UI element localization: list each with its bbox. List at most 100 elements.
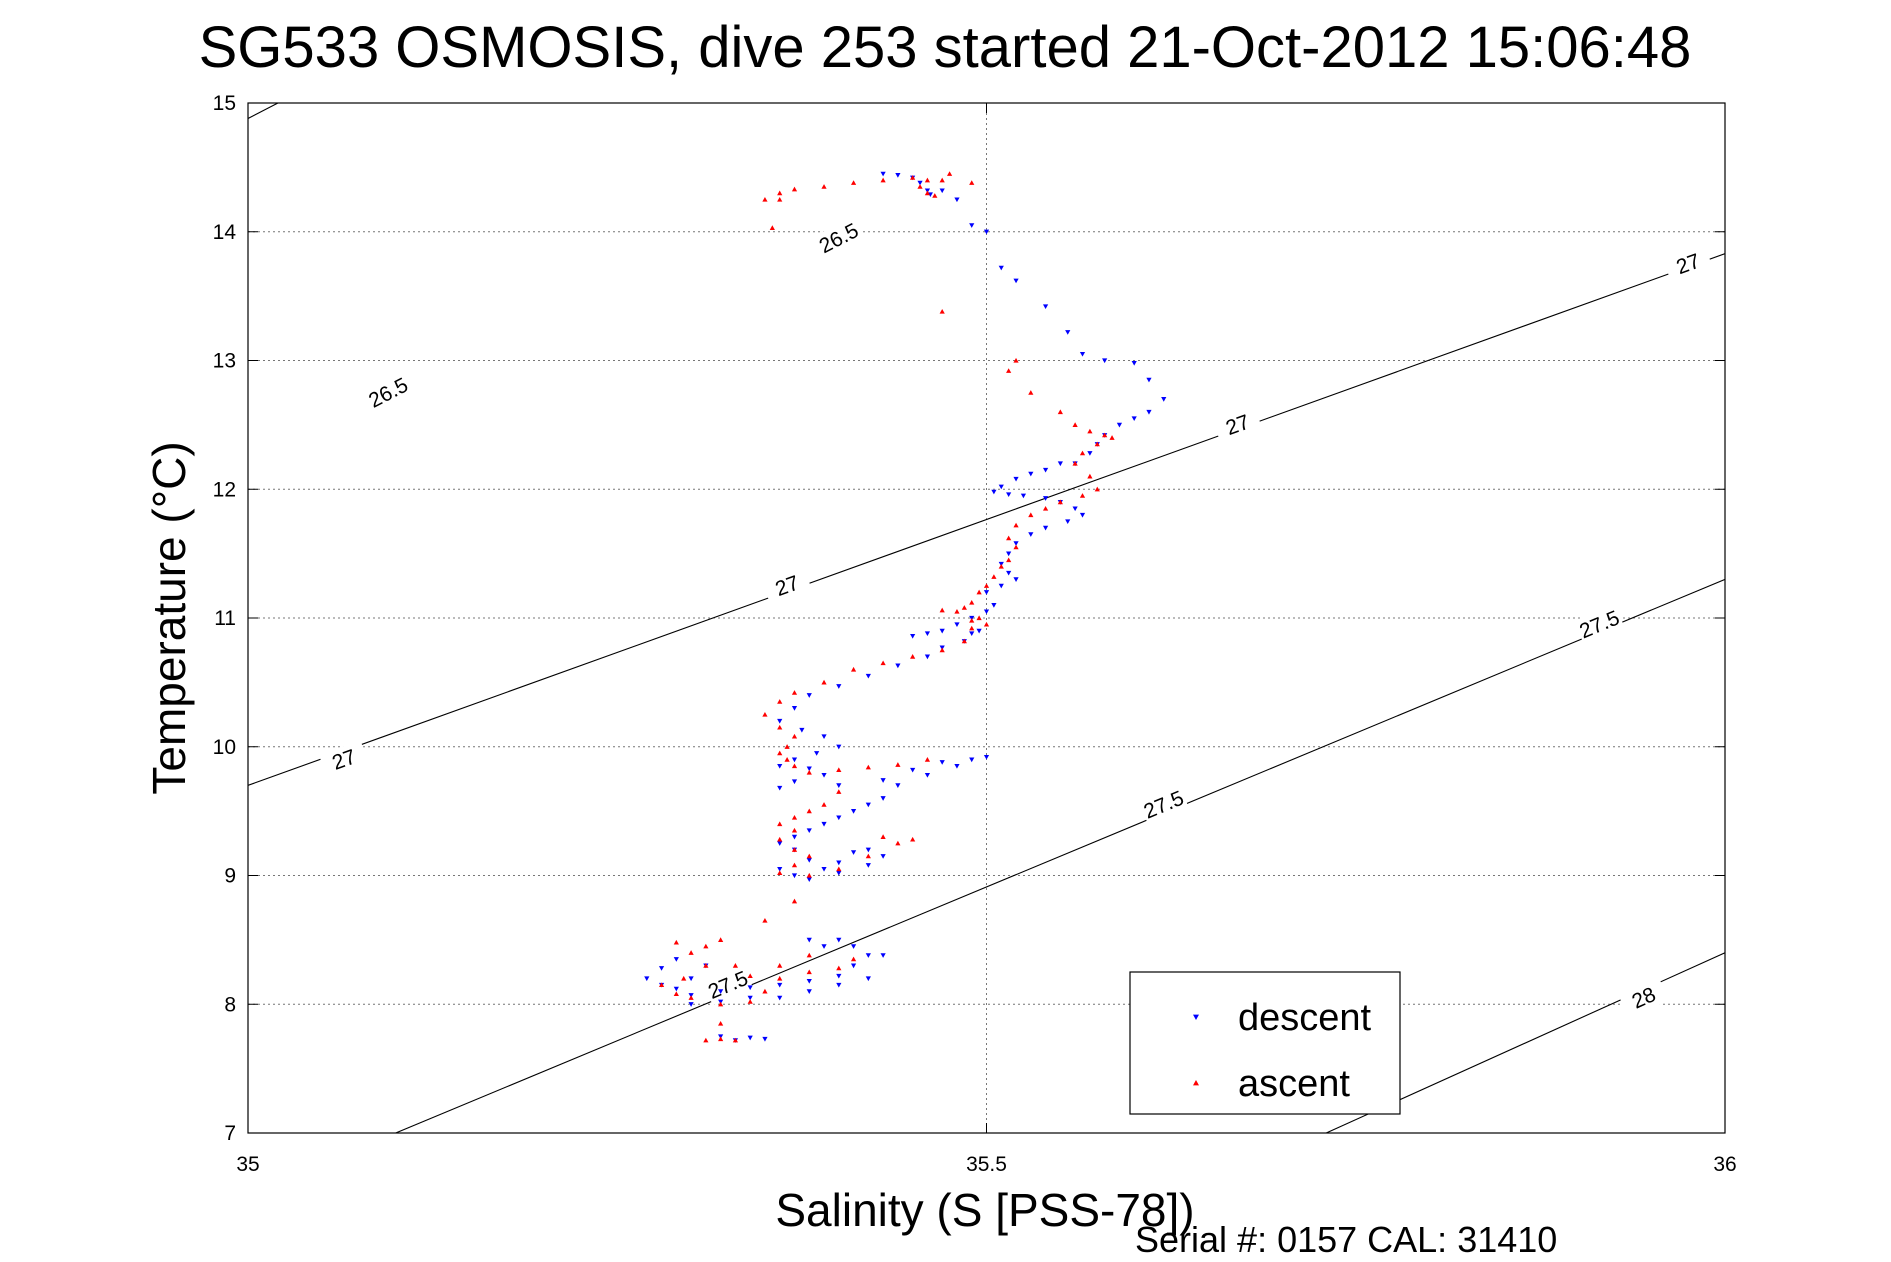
descent-point-54 <box>910 633 916 639</box>
descent-point-14 <box>1079 351 1086 357</box>
y-tick-label-3: 10 <box>213 736 236 759</box>
descent-point-0 <box>880 171 886 177</box>
ascent-point-6 <box>910 175 916 180</box>
ascent-point-85 <box>910 836 916 842</box>
descent-point-32 <box>1006 492 1012 497</box>
descent-point-122 <box>644 976 650 982</box>
descent-point-27 <box>1042 467 1049 473</box>
legend-entry-ascent: ascent <box>1238 1063 1350 1105</box>
ascent-point-57 <box>777 699 783 704</box>
descent-point-124 <box>688 1002 694 1007</box>
ascent-point-87 <box>762 917 768 923</box>
ascent-point-35 <box>1006 535 1012 541</box>
descent-point-1 <box>895 173 901 178</box>
ascent-point-79 <box>791 862 798 868</box>
ascent-point-33 <box>1028 512 1034 518</box>
ascent-point-28 <box>1087 473 1093 479</box>
ascent-point-54 <box>850 666 857 672</box>
descent-point-108 <box>850 944 857 949</box>
ascent-point-42 <box>969 599 975 605</box>
ascent-point-15 <box>777 196 783 202</box>
y-axis-ticks: 7 8 9 10 11 12 13 14 15 <box>213 92 1725 1145</box>
descent-point-64 <box>791 706 798 711</box>
descent-point-44 <box>1006 570 1012 576</box>
descent-point-55 <box>969 631 975 637</box>
descent-point-127 <box>777 995 783 1001</box>
descent-point-135 <box>762 1036 768 1042</box>
ascent-point-51 <box>939 647 945 653</box>
ascent-point-96 <box>673 991 679 997</box>
ascent-point-82 <box>836 866 842 872</box>
descent-point-82 <box>939 760 945 765</box>
descent-point-28 <box>1028 471 1034 477</box>
ascent-point-45 <box>939 607 945 613</box>
descent-point-61 <box>865 673 871 679</box>
descent-point-86 <box>865 802 871 808</box>
ascent-point-68 <box>895 762 901 767</box>
ascent-point-58 <box>762 711 768 717</box>
ascent-point-52 <box>910 654 916 659</box>
descent-point-100 <box>865 863 871 868</box>
descent-point-53 <box>924 631 931 637</box>
descent-point-134 <box>747 1035 753 1041</box>
ascent-point-59 <box>777 724 783 730</box>
descent-point-68 <box>836 744 842 750</box>
descent-point-9 <box>983 229 990 235</box>
ascent-point-76 <box>777 836 783 842</box>
descent-point-76 <box>836 783 842 788</box>
density-contour-label-bg-1-0 <box>318 739 370 780</box>
descent-point-99 <box>880 854 886 859</box>
descent-point-16 <box>1131 360 1137 366</box>
density-contour-label-bg-3-0 <box>1618 976 1670 1019</box>
serial-cal-footer: Serial #: 0157 CAL: 31410 <box>1135 1219 1557 1260</box>
legend-marker-ascent <box>1193 1080 1199 1086</box>
ascent-point-56 <box>791 690 798 695</box>
y-tick-label-4: 11 <box>214 607 236 630</box>
descent-point-48 <box>991 603 997 608</box>
ascent-point-106 <box>777 963 783 968</box>
descent-point-42 <box>1006 551 1012 557</box>
descent-point-51 <box>954 622 960 628</box>
descent-point-90 <box>806 828 812 834</box>
ascent-point-112 <box>732 1037 739 1043</box>
density-contour-label-bg-1-2 <box>1212 405 1263 445</box>
descent-point-63 <box>806 693 812 698</box>
descent-point-112 <box>806 978 812 984</box>
y-tick-label-8: 15 <box>213 92 236 115</box>
descent-point-110 <box>850 963 857 969</box>
descent-point-107 <box>836 937 842 943</box>
ascent-point-11 <box>939 177 945 183</box>
descent-point-70 <box>791 757 798 763</box>
y-tick-label-7: 14 <box>213 221 237 244</box>
ascent-point-100 <box>762 988 768 994</box>
y-tick-label-0: 7 <box>224 1122 236 1145</box>
descent-point-83 <box>910 767 916 773</box>
descent-point-38 <box>1065 519 1071 525</box>
descent-point-11 <box>1013 278 1019 284</box>
ascent-point-4 <box>850 180 857 185</box>
descent-point-8 <box>969 223 975 228</box>
descent-point-69 <box>814 751 820 756</box>
x-tick-label-0: 35 <box>236 1153 259 1176</box>
y-tick-label-2: 9 <box>224 865 236 888</box>
descent-point-60 <box>895 663 901 669</box>
descent-point-91 <box>791 834 798 840</box>
descent-point-45 <box>1013 577 1019 582</box>
descent-point-21 <box>1116 422 1123 428</box>
descent-point-77 <box>880 778 886 783</box>
descent-point-47 <box>983 590 990 595</box>
descent-point-120 <box>673 957 679 962</box>
ascent-point-88 <box>791 898 798 904</box>
ascent-point-109 <box>718 1020 724 1026</box>
ascent-point-110 <box>703 1037 709 1043</box>
descent-point-101 <box>836 870 842 876</box>
descent-point-129 <box>836 982 842 988</box>
ascent-point-81 <box>806 872 812 878</box>
ascent-point-60 <box>791 733 798 739</box>
ascent-point-10 <box>932 193 938 198</box>
descent-point-33 <box>1020 493 1027 499</box>
descent-point-111 <box>836 973 842 979</box>
density-contour-label-bg-2-2 <box>1574 603 1625 645</box>
descent-point-37 <box>1079 512 1086 518</box>
descent-point-98 <box>865 847 871 853</box>
